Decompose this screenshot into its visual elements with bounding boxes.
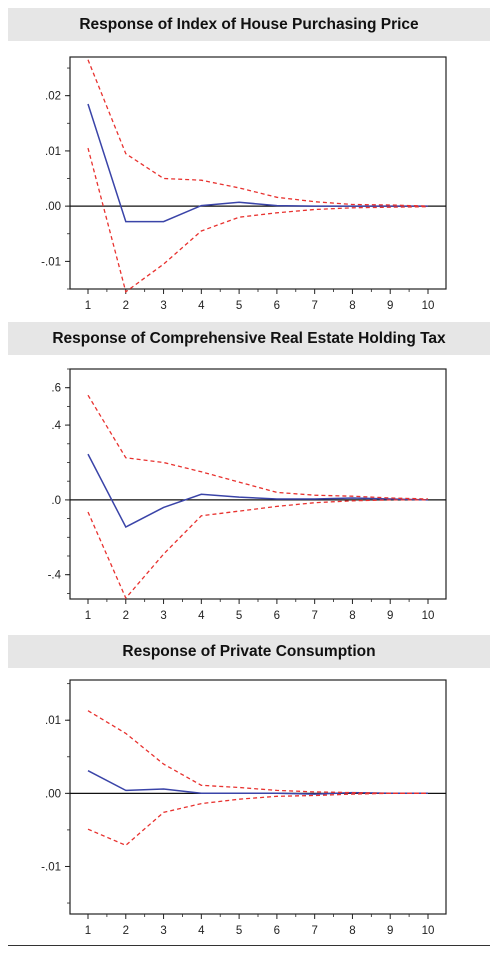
chart-2-title: Response of Comprehensive Real Estate Ho… bbox=[8, 322, 490, 355]
x-tick-label: 5 bbox=[236, 300, 242, 312]
chart-1-house-price: .02 .01 .00 -.01 1 2 3 4 5 6 7 8 9 10 bbox=[41, 56, 447, 312]
x-tick-label: 8 bbox=[349, 300, 355, 312]
x-tick-label: 4 bbox=[198, 925, 205, 937]
upper-band-line bbox=[87, 710, 428, 794]
x-tick-label: 10 bbox=[422, 300, 435, 312]
response-line bbox=[87, 453, 429, 529]
y-tick-label: .02 bbox=[45, 91, 61, 103]
x-tick-label: 1 bbox=[85, 925, 91, 937]
lower-band-line bbox=[87, 499, 428, 600]
x-tick-label: 9 bbox=[387, 925, 393, 937]
lower-band-line bbox=[87, 147, 429, 293]
x-tick-label: 4 bbox=[198, 610, 205, 622]
plot-frame bbox=[69, 368, 447, 600]
x-tick-label: 7 bbox=[311, 300, 317, 312]
y-tick-label: -.01 bbox=[41, 256, 61, 268]
x-tick-label: 8 bbox=[349, 925, 355, 937]
x-tick-label: 8 bbox=[349, 610, 355, 622]
x-tick-label: 2 bbox=[123, 610, 129, 622]
x-tick-label: 6 bbox=[274, 300, 280, 312]
x-tick-label: 6 bbox=[274, 925, 280, 937]
chart-3-private-consumption: .01 .00 -.01 1 2 3 4 5 6 7 8 9 10 bbox=[41, 679, 447, 937]
x-tick-label: 1 bbox=[85, 610, 91, 622]
plot-frame bbox=[69, 56, 447, 290]
y-tick-label: .00 bbox=[45, 201, 61, 213]
x-tick-label: 9 bbox=[387, 610, 393, 622]
x-tick-label: 1 bbox=[85, 300, 91, 312]
x-tick-label: 6 bbox=[274, 610, 280, 622]
x-tick-label: 7 bbox=[311, 925, 317, 937]
plot-frame bbox=[69, 679, 447, 915]
y-tick-label: .01 bbox=[45, 715, 61, 727]
x-tick-label: 10 bbox=[422, 610, 435, 622]
chart-1-title: Response of Index of House Purchasing Pr… bbox=[8, 8, 490, 41]
bottom-rule bbox=[8, 945, 490, 946]
x-tick-label: 3 bbox=[160, 300, 166, 312]
y-tick-label: .01 bbox=[45, 146, 61, 158]
x-tick-label: 5 bbox=[236, 610, 242, 622]
y-tick-label: -.4 bbox=[48, 570, 62, 582]
upper-band-line bbox=[87, 394, 429, 500]
y-tick-label: -.01 bbox=[41, 861, 61, 873]
y-tick-label: .0 bbox=[51, 495, 61, 507]
x-tick-label: 9 bbox=[387, 300, 393, 312]
x-tick-label: 2 bbox=[123, 925, 129, 937]
x-tick-label: 3 bbox=[160, 925, 166, 937]
y-tick-label: .6 bbox=[51, 383, 61, 395]
chart-2-real-estate-tax: .6 .4 .0 -.4 1 2 3 4 5 6 7 8 9 10 bbox=[48, 368, 447, 622]
lower-band-line bbox=[87, 792, 428, 847]
x-tick-label: 2 bbox=[123, 300, 129, 312]
x-tick-label: 5 bbox=[236, 925, 242, 937]
response-line bbox=[87, 103, 428, 223]
upper-band-line bbox=[87, 59, 429, 207]
x-tick-label: 4 bbox=[198, 300, 205, 312]
response-line bbox=[87, 770, 428, 795]
y-tick-label: .4 bbox=[51, 420, 61, 432]
x-tick-label: 7 bbox=[311, 610, 317, 622]
x-tick-label: 3 bbox=[160, 610, 166, 622]
y-tick-label: .00 bbox=[45, 788, 61, 800]
chart-3-title: Response of Private Consumption bbox=[8, 635, 490, 668]
x-tick-label: 10 bbox=[422, 925, 435, 937]
